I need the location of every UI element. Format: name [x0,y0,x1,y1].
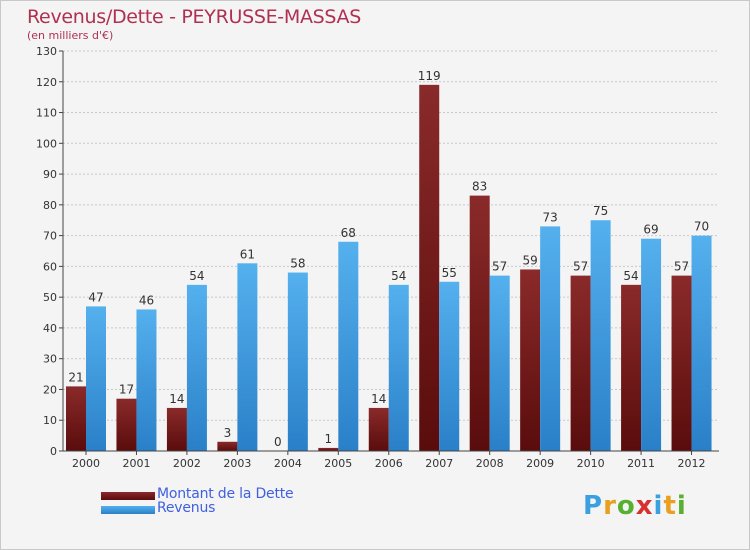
bar-revenus [186,284,207,451]
bar-dette [166,407,187,451]
data-label-dette: 57 [674,260,689,274]
data-label-revenus: 69 [643,223,658,237]
bar-dette [116,398,137,451]
bar-dette [671,275,692,451]
x-tick-label: 2002 [173,457,201,470]
data-label-revenus: 70 [694,220,709,234]
logo-letter: o [616,491,636,521]
data-label-dette: 17 [119,383,134,397]
logo-letter: t [663,491,677,521]
x-tick-label: 2012 [678,457,706,470]
labels-layer: 21 47 17 46 14 54 3 61 0 58 1 68 14 54 119 55 83 57 59 73 57… [68,69,709,449]
legend-label-revenus: Revenus [157,500,216,516]
legend-swatch-revenus [101,506,155,514]
y-tick-label: 70 [43,230,57,243]
y-tick-label: 110 [36,107,57,120]
y-tick-label: 120 [36,76,57,89]
bar-revenus [237,263,258,451]
y-tick-label: 20 [43,383,57,396]
x-tick-label: 2000 [72,457,100,470]
legend-swatch-dette [101,492,155,500]
x-tick-label: 2007 [425,457,453,470]
data-label-revenus: 75 [593,204,608,218]
bar-dette [368,407,389,451]
x-tick-label: 2011 [627,457,655,470]
bar-revenus [86,306,106,451]
data-label-revenus: 57 [492,260,507,274]
bar-revenus [136,309,157,451]
x-tick-label: 2003 [223,457,251,470]
y-tick-label: 0 [50,445,57,458]
y-tick-label: 10 [43,414,57,427]
bar-revenus [439,281,460,451]
data-label-revenus: 47 [88,290,103,304]
y-tick-label: 40 [43,322,57,335]
x-tick-label: 2005 [324,457,352,470]
y-tick-label: 90 [43,168,57,181]
x-tick-label: 2009 [526,457,554,470]
proxiti-logo: Proxiti [583,491,687,521]
bar-revenus [489,275,510,451]
bar-revenus [540,226,561,451]
data-label-dette: 83 [472,180,487,194]
data-label-revenus: 61 [240,247,255,261]
bar-revenus [338,241,359,451]
data-label-dette: 21 [68,370,83,384]
data-label-dette: 14 [169,392,184,406]
bar-dette [520,269,541,451]
data-label-revenus: 68 [341,226,356,240]
bar-revenus [691,235,712,451]
bar-dette [318,447,339,451]
bar-revenus [287,272,308,451]
x-tick-label: 2010 [577,457,605,470]
data-label-dette: 0 [274,435,282,449]
bars-layer [66,84,712,451]
y-tick-label: 130 [36,45,57,58]
bar-dette [66,386,86,451]
logo-letter: i [653,491,664,521]
y-tick-label: 80 [43,199,57,212]
x-tick-label: 2008 [476,457,504,470]
data-label-dette: 119 [418,69,441,83]
data-label-dette: 59 [523,253,538,267]
data-label-dette: 14 [371,392,386,406]
data-label-revenus: 46 [139,293,154,307]
data-label-revenus: 55 [442,266,457,280]
data-label-dette: 3 [224,426,232,440]
y-tick-label: 100 [36,137,57,150]
bar-dette [469,195,490,451]
bar-dette [419,84,440,451]
chart-title: Revenus/Dette - PEYRUSSE-MASSAS [27,6,361,28]
data-label-revenus: 54 [189,269,204,283]
x-tick-label: 2004 [274,457,302,470]
data-label-dette: 1 [324,432,332,446]
bar-revenus [388,284,409,451]
data-label-revenus: 58 [290,257,305,271]
logo-letter: r [603,491,617,521]
chart-subtitle: (en milliers d'€) [27,29,114,42]
bar-dette [570,275,591,451]
data-label-dette: 57 [573,260,588,274]
logo-letter: i [676,491,687,521]
bar-dette [217,441,238,451]
y-tick-label: 30 [43,353,57,366]
data-label-revenus: 73 [543,210,558,224]
legend-label-dette: Montant de la Dette [157,486,294,502]
x-tick-label: 2006 [375,457,403,470]
logo-letter: P [583,491,604,521]
data-label-dette: 54 [623,269,638,283]
bar-revenus [641,238,662,451]
bar-dette [621,284,642,451]
bar-revenus [590,220,611,451]
logo-letter: x [635,491,654,521]
x-tick-label: 2001 [122,457,150,470]
data-label-revenus: 54 [391,269,406,283]
y-tick-label: 60 [43,260,57,273]
y-tick-label: 50 [43,291,57,304]
